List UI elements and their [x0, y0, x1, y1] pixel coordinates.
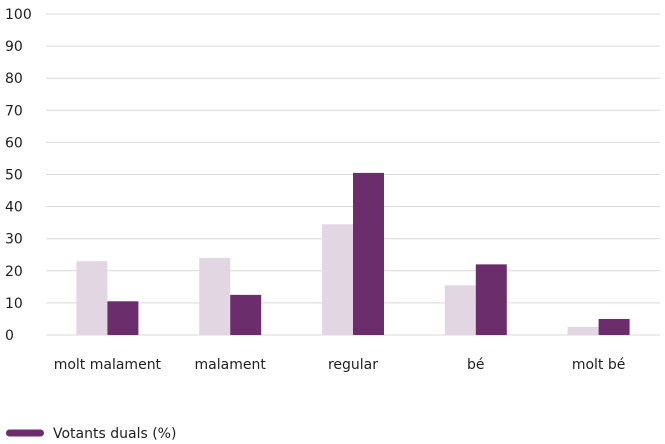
y-tick-label: 100	[5, 7, 32, 23]
y-tick-label: 0	[5, 328, 14, 344]
bar-series-1-malament	[230, 294, 262, 335]
bars	[76, 172, 630, 335]
bar-series-1-regular	[353, 172, 384, 335]
y-tick-label: 50	[5, 168, 23, 184]
x-category-label: bé	[467, 357, 485, 373]
bar-series-0-bé	[444, 285, 476, 335]
y-axis-ticks: 0 10 20 30 40 50 60 70 80 90 100	[5, 7, 32, 344]
legend-swatch	[6, 429, 44, 437]
y-tick-label: 30	[5, 232, 23, 248]
x-category-label: malament	[195, 357, 267, 373]
legend-label: Votants duals (%)	[53, 426, 176, 442]
y-tick-label: 40	[5, 200, 23, 216]
y-tick-label: 20	[5, 264, 23, 280]
x-axis-categories: molt malament malament regular bé molt bé	[54, 357, 626, 373]
bar-series-0-molt-malament	[76, 261, 108, 335]
bar-series-0-malament	[199, 257, 231, 335]
bar-series-1-molt-malament	[107, 301, 139, 335]
x-category-label: molt bé	[572, 357, 626, 373]
y-tick-label: 60	[5, 135, 23, 151]
x-category-label: regular	[328, 357, 378, 373]
y-tick-label: 90	[5, 39, 23, 55]
bar-series-1-molt-bé	[598, 318, 630, 335]
y-tick-label: 10	[5, 296, 23, 312]
bar-series-1-bé	[475, 264, 507, 335]
x-category-label: molt malament	[54, 357, 162, 373]
y-tick-label: 80	[5, 71, 23, 87]
bar-series-0-regular	[322, 224, 353, 335]
legend: Votants duals (%)	[6, 426, 176, 442]
y-tick-label: 70	[5, 103, 23, 119]
bar-series-0-molt-bé	[567, 326, 599, 335]
